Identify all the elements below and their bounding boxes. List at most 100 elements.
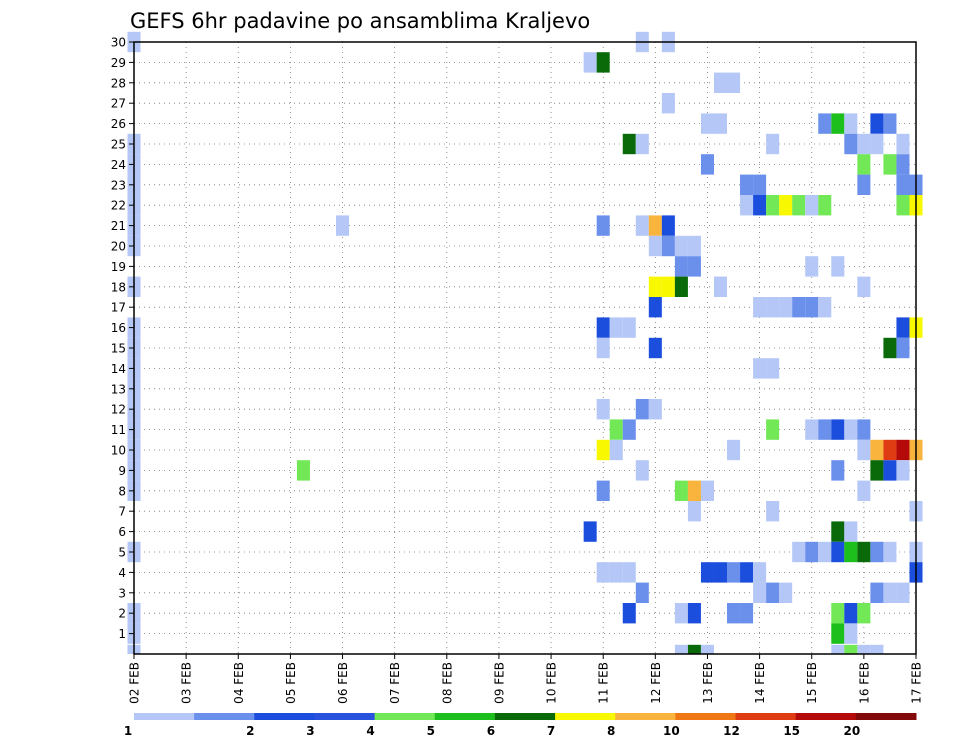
- x-tick-label: 11 FEB: [597, 662, 611, 704]
- precip-cell: [857, 133, 871, 155]
- precip-cell: [766, 582, 780, 603]
- precip-cell: [687, 480, 701, 501]
- precip-cell: [609, 562, 623, 583]
- precip-cell: [700, 562, 714, 583]
- precip-cell: [700, 480, 714, 501]
- precip-cell: [792, 541, 806, 563]
- precip-cell: [740, 195, 754, 216]
- y-tick-label: 19: [111, 260, 126, 274]
- precip-cell: [609, 419, 623, 440]
- precip-cell: [700, 644, 714, 654]
- precip-cell: [870, 113, 884, 134]
- precip-cell: [844, 603, 858, 624]
- precip-cell: [648, 215, 662, 236]
- precip-cell: [596, 439, 610, 461]
- precip-cell: [713, 562, 728, 583]
- x-axis-ticks: 02 FEB 03 FEB 04 FEB 05 FEB 06 FEB 07 FEB 08 F…: [128, 654, 924, 704]
- y-axis-ticks: 1234567891011121314151617181920212223242…: [111, 36, 134, 641]
- y-tick-label: 21: [111, 219, 126, 233]
- precip-cell: [896, 439, 910, 461]
- y-tick-label: 17: [111, 301, 126, 315]
- precip-cell: [596, 215, 610, 236]
- legend-label: 5: [427, 724, 435, 738]
- precip-cell: [883, 439, 897, 461]
- y-tick-label: 16: [111, 321, 126, 335]
- precip-cell: [674, 256, 688, 277]
- y-tick-label: 14: [111, 362, 126, 376]
- precip-cell: [818, 297, 832, 318]
- x-tick-label: 09 FEB: [492, 662, 506, 704]
- precip-cell: [870, 541, 884, 563]
- legend-swatch: [134, 713, 195, 720]
- precip-cell: [818, 195, 832, 216]
- precip-cell: [779, 297, 793, 318]
- x-tick-label: 16 FEB: [857, 662, 871, 704]
- legend-label: 6: [487, 724, 495, 738]
- precip-cell: [844, 113, 858, 134]
- precip-cell: [766, 195, 780, 216]
- color-legend: 1 2 3 4 5 6 7 8 10 12 15 20: [124, 713, 917, 738]
- precip-cell: [883, 113, 897, 134]
- y-tick-label: 28: [111, 76, 126, 90]
- precip-cell: [831, 419, 845, 440]
- precip-cell: [870, 644, 884, 654]
- precip-cell: [896, 460, 910, 481]
- legend-swatch: [795, 713, 857, 720]
- legend-swatch: [494, 713, 556, 720]
- precip-cell: [296, 460, 310, 481]
- precip-cell: [831, 256, 845, 277]
- precip-cell: [896, 133, 910, 155]
- precip-cell: [622, 419, 636, 440]
- x-tick-label: 14 FEB: [753, 662, 767, 704]
- precip-cell: [896, 174, 910, 195]
- x-tick-label: 04 FEB: [232, 662, 246, 704]
- y-tick-label: 23: [111, 178, 126, 192]
- chart-grid: [134, 41, 916, 654]
- precip-cell: [831, 113, 845, 134]
- precip-cell: [766, 133, 780, 155]
- y-tick-label: 20: [111, 240, 126, 254]
- legend-label: 7: [547, 724, 555, 738]
- legend-swatch: [855, 713, 917, 720]
- precip-cell: [648, 337, 662, 359]
- x-tick-label: 06 FEB: [336, 662, 350, 704]
- y-tick-label: 22: [111, 199, 126, 213]
- precip-cell: [805, 256, 819, 277]
- chart-title: GEFS 6hr padavine po ansamblima Kraljevo: [130, 9, 590, 33]
- precip-cell: [805, 541, 819, 563]
- precip-cell: [831, 644, 845, 654]
- precip-cell: [674, 603, 688, 624]
- x-tick-label: 13 FEB: [701, 662, 715, 704]
- precip-cell: [792, 195, 806, 216]
- legend-label: 2: [246, 724, 254, 738]
- precip-cell: [870, 582, 884, 603]
- y-tick-label: 27: [111, 97, 126, 111]
- precip-cell: [896, 154, 910, 175]
- precip-cell: [622, 133, 636, 155]
- y-tick-label: 12: [111, 403, 126, 417]
- precip-cell: [805, 195, 819, 216]
- precip-cell: [661, 215, 675, 236]
- precip-cell: [818, 419, 832, 440]
- precip-cell: [622, 603, 636, 624]
- precip-cell: [700, 113, 714, 134]
- precip-cell: [831, 521, 845, 542]
- precip-cell: [766, 297, 780, 318]
- precip-cell: [844, 133, 858, 155]
- precip-cell: [857, 439, 871, 461]
- precip-cell: [831, 541, 845, 563]
- legend-label: 10: [663, 724, 680, 738]
- y-tick-label: 10: [111, 444, 126, 458]
- precip-cell: [596, 562, 610, 583]
- precip-cell: [766, 419, 780, 440]
- legend-label: 1: [124, 724, 132, 738]
- precip-cell: [583, 521, 597, 542]
- precip-cell: [753, 358, 767, 379]
- precip-cell: [674, 235, 688, 257]
- x-tick-label: 15 FEB: [805, 662, 819, 704]
- precip-cell: [857, 644, 871, 654]
- x-tick-label: 02 FEB: [128, 662, 142, 704]
- precip-cell: [687, 644, 701, 654]
- precip-cell: [857, 541, 871, 563]
- precip-cell: [857, 276, 871, 297]
